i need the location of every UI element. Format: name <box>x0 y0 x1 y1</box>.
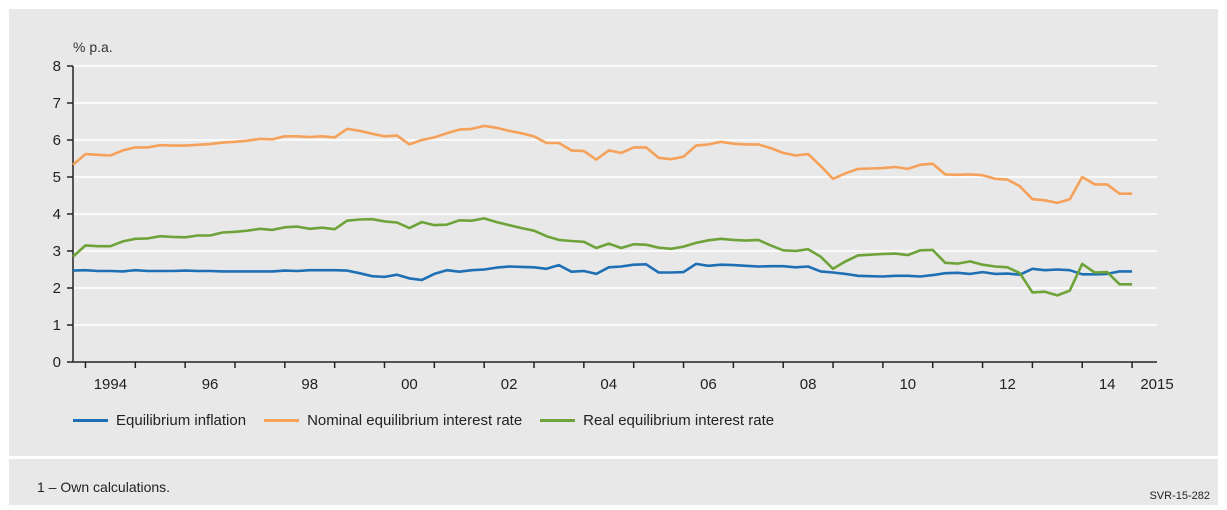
y-tick-label: 7 <box>53 95 61 112</box>
axes <box>67 65 1157 368</box>
x-tick-label: 08 <box>800 376 817 393</box>
series-line-1 <box>72 262 1133 282</box>
y-tick-label: 5 <box>53 169 61 186</box>
footnote-panel: 1 – Own calculations. SVR-15-282 <box>9 459 1218 505</box>
legend-swatch <box>73 419 108 422</box>
x-tick-label: 10 <box>899 376 916 393</box>
footnote: 1 – Own calculations. <box>37 479 171 495</box>
y-unit-label: % p.a. <box>73 39 113 55</box>
y-tick-label: 2 <box>53 280 61 297</box>
series-lines <box>72 124 1133 297</box>
x-tick-label: 14 <box>1099 376 1116 393</box>
x-tick-label: 12 <box>999 376 1016 393</box>
legend-item-real-rate: Real equilibrium interest rate <box>540 412 774 429</box>
y-tick-label: 8 <box>53 58 61 75</box>
legend-label: Equilibrium inflation <box>116 412 247 429</box>
y-tick-label: 6 <box>53 132 61 149</box>
series-line-3 <box>72 217 1133 297</box>
y-tick-label: 3 <box>53 243 61 260</box>
legend: Equilibrium inflation Nominal equilibriu… <box>73 412 792 429</box>
legend-label: Nominal equilibrium interest rate <box>307 412 523 429</box>
x-tick-label: 06 <box>700 376 717 393</box>
x-tick-label: 04 <box>600 376 617 393</box>
x-tick-label: 00 <box>401 376 418 393</box>
x-tick-label: 02 <box>501 376 518 393</box>
y-tick-label: 0 <box>53 354 61 371</box>
chart-panel: 0 1 2 3 4 5 6 7 8% p.a. 1994 96 98 00 02 04 06 08 10 12 14 2… <box>9 9 1218 456</box>
x-tick-label: 1994 <box>94 376 127 393</box>
legend-swatch <box>540 419 576 422</box>
x-tick-label: 98 <box>301 376 318 393</box>
legend-swatch <box>264 419 300 422</box>
y-tick-label: 1 <box>53 317 61 334</box>
legend-label: Real equilibrium interest rate <box>583 412 775 429</box>
gridlines <box>73 65 1157 326</box>
x-tick-label: 2015 <box>1140 376 1173 393</box>
series-line-2 <box>72 124 1133 205</box>
legend-item-nominal-rate: Nominal equilibrium interest rate <box>264 412 522 429</box>
y-tick-label: 4 <box>53 206 61 223</box>
source-code: SVR-15-282 <box>1149 490 1210 502</box>
x-tick-label: 96 <box>202 376 219 393</box>
legend-item-equilibrium-inflation: Equilibrium inflation <box>73 412 246 429</box>
